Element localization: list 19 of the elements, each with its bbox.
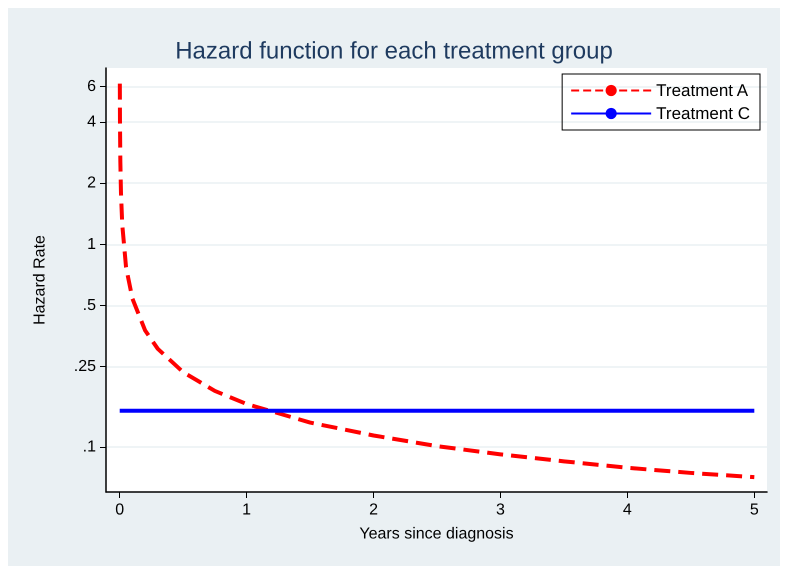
x-tick-label: 0: [115, 502, 124, 518]
y-tick-label: 6: [87, 78, 96, 95]
x-tick-label: 3: [496, 502, 506, 518]
y-tick-label: 1: [87, 236, 96, 253]
x-tick-label: 4: [622, 502, 632, 518]
legend-label: Treatment A: [656, 81, 749, 100]
x-tick-label: 2: [369, 502, 378, 518]
y-tick-label: 4: [87, 114, 96, 131]
y-tick-label: .5: [82, 296, 96, 314]
x-axis-title: Years since diagnosis: [359, 526, 514, 542]
legend-label: Treatment C: [656, 104, 750, 123]
y-tick-label: .25: [74, 358, 96, 375]
y-tick-label: 2: [87, 174, 96, 192]
line-series: [118, 82, 756, 480]
chart-title: Hazard function for each treatment group: [175, 38, 613, 64]
y-axis-title: Hazard Rate: [32, 234, 48, 325]
x-tick-label: 5: [750, 502, 759, 518]
y-tick-label: .1: [82, 438, 96, 456]
x-tick-label: 1: [242, 502, 252, 518]
